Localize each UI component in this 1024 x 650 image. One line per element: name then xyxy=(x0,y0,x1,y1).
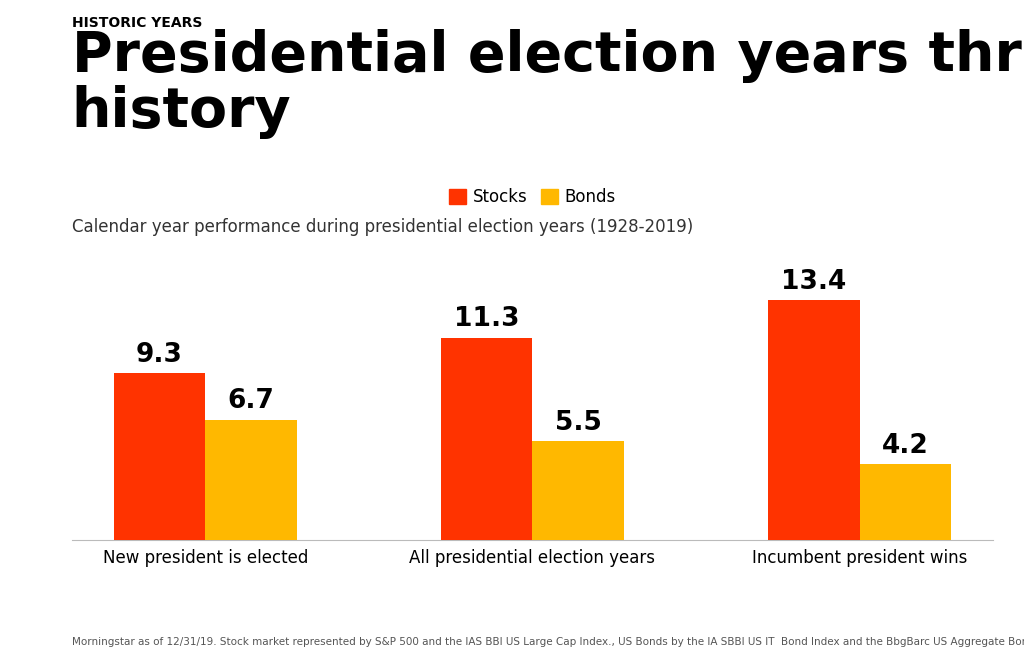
Bar xyxy=(768,300,860,540)
Text: Calendar year performance during presidential election years (1928-2019): Calendar year performance during preside… xyxy=(72,218,693,236)
Text: 6.7: 6.7 xyxy=(227,388,274,415)
Bar xyxy=(441,337,532,540)
Text: HISTORIC YEARS: HISTORIC YEARS xyxy=(72,16,202,31)
Text: 4.2: 4.2 xyxy=(883,433,929,459)
Bar xyxy=(205,420,297,540)
Text: Morningstar as of 12/31/19. Stock market represented by S&P 500 and the IAS BBI : Morningstar as of 12/31/19. Stock market… xyxy=(72,637,1024,647)
Text: 5.5: 5.5 xyxy=(555,410,602,436)
Legend: Stocks, Bonds: Stocks, Bonds xyxy=(442,182,623,213)
Bar xyxy=(532,441,624,540)
Bar xyxy=(114,373,205,540)
Text: 13.4: 13.4 xyxy=(781,268,847,294)
Bar xyxy=(860,464,951,540)
Text: 11.3: 11.3 xyxy=(454,306,519,332)
Text: 9.3: 9.3 xyxy=(136,342,183,368)
Text: Presidential election years throughout
history: Presidential election years throughout h… xyxy=(72,29,1024,139)
